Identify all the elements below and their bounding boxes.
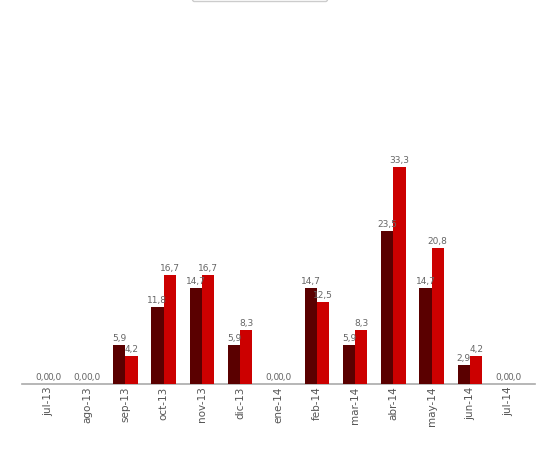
Bar — [470, 357, 482, 384]
Legend: % Daño, % Aa: % Daño, % Aa — [192, 0, 327, 1]
Text: 0,0: 0,0 — [507, 373, 521, 382]
Bar — [393, 167, 406, 384]
Bar — [432, 249, 444, 384]
Bar — [317, 302, 329, 384]
Bar — [305, 288, 317, 384]
Text: 14,7: 14,7 — [416, 277, 436, 286]
Bar — [381, 231, 393, 384]
Bar — [125, 357, 138, 384]
Bar — [228, 345, 240, 384]
Text: 0,0: 0,0 — [48, 373, 62, 382]
Text: 16,7: 16,7 — [198, 264, 218, 273]
Text: 0,0: 0,0 — [74, 373, 88, 382]
Text: 14,7: 14,7 — [186, 277, 206, 286]
Bar — [343, 345, 355, 384]
Text: 5,9: 5,9 — [112, 335, 126, 344]
Text: 16,7: 16,7 — [159, 264, 180, 273]
Text: 23,5: 23,5 — [377, 220, 397, 229]
Text: 0,0: 0,0 — [495, 373, 509, 382]
Text: 8,3: 8,3 — [354, 319, 369, 328]
Bar — [240, 330, 252, 384]
Bar — [151, 307, 164, 384]
Text: 20,8: 20,8 — [428, 237, 448, 246]
Text: 5,9: 5,9 — [342, 335, 356, 344]
Text: 0,0: 0,0 — [86, 373, 100, 382]
Bar — [419, 288, 432, 384]
Bar — [164, 275, 176, 384]
Bar — [113, 345, 125, 384]
Text: 0,0: 0,0 — [35, 373, 50, 382]
Text: 5,9: 5,9 — [227, 335, 241, 344]
Bar — [189, 288, 202, 384]
Text: 2,9: 2,9 — [457, 354, 471, 363]
Bar — [458, 365, 470, 384]
Text: 11,8: 11,8 — [147, 296, 168, 305]
Text: 14,7: 14,7 — [301, 277, 321, 286]
Text: 33,3: 33,3 — [389, 156, 410, 165]
Text: 12,5: 12,5 — [313, 292, 333, 300]
Text: 8,3: 8,3 — [239, 319, 253, 328]
Text: 0,0: 0,0 — [277, 373, 292, 382]
Bar — [202, 275, 214, 384]
Text: 4,2: 4,2 — [124, 345, 138, 354]
Bar — [355, 330, 367, 384]
Text: 0,0: 0,0 — [265, 373, 280, 382]
Text: 4,2: 4,2 — [469, 345, 483, 354]
